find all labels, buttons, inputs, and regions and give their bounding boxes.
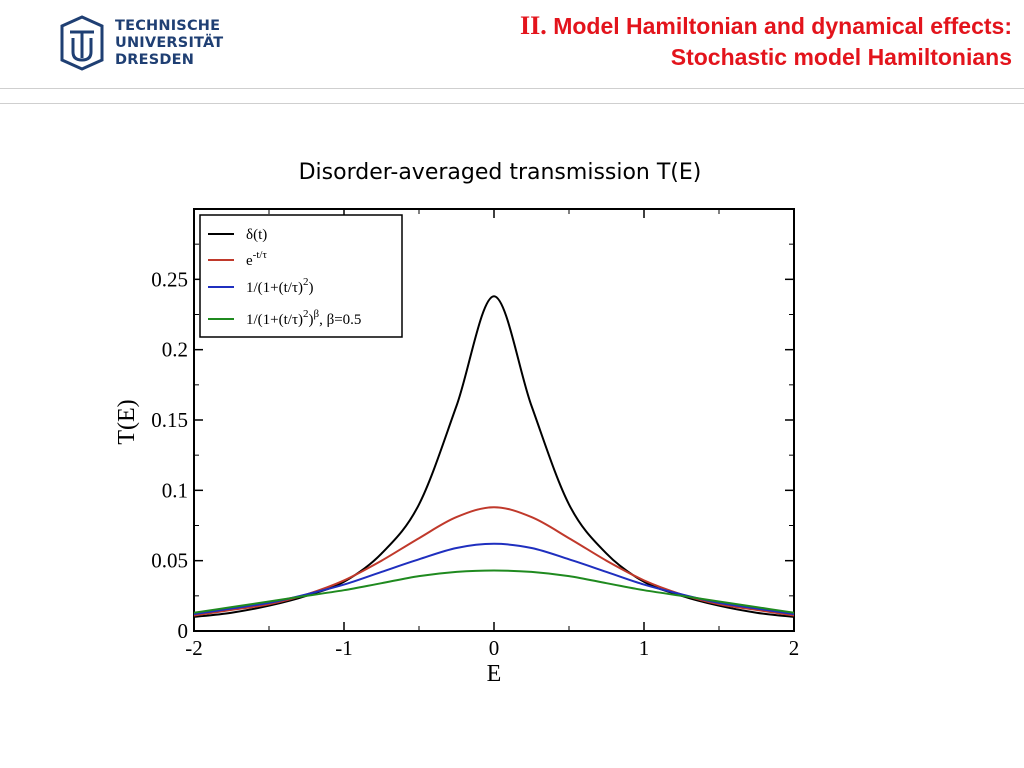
series-line-3: [193, 542, 795, 616]
figure-caption: Disorder-averaged transmission T(E): [298, 160, 702, 185]
legend-label-4: 1/(1+(t/τ)2)β, β=0.5: [246, 308, 361, 328]
slide-title: II. Model Hamiltonian and dynamical effe…: [520, 10, 1012, 73]
logo-line-2: UNIVERSITÄT: [115, 34, 224, 51]
legend-box: [199, 214, 403, 338]
tu-dresden-logo: TECHNISCHE UNIVERSITÄT DRESDEN: [57, 14, 223, 72]
y-tick-label: 0: [178, 619, 189, 643]
logo-line-3: DRESDEN: [115, 51, 195, 68]
legend-label-3: 1/(1+(t/τ)2): [246, 276, 313, 296]
logo-line-1: TECHNISCHE: [115, 17, 221, 34]
title-line-2: Stochastic model Hamiltonians: [670, 44, 1012, 70]
university-emblem-icon: [60, 15, 104, 71]
y-tick-label: 0.15: [151, 408, 188, 432]
series-line-4: [193, 569, 795, 614]
y-axis-label: T(E): [114, 399, 140, 444]
y-tick-label: 0.05: [151, 549, 188, 573]
x-tick-label: 0: [489, 636, 500, 660]
x-tick-label: 2: [789, 636, 800, 660]
x-tick-label: 1: [639, 636, 650, 660]
x-tick-label: -1: [335, 636, 353, 660]
section-number: II.: [520, 11, 547, 40]
y-tick-label: 0.2: [162, 338, 188, 362]
logo-wordmark: TECHNISCHE UNIVERSITÄT DRESDEN: [115, 18, 223, 69]
y-tick-label: 0.25: [151, 267, 188, 291]
legend-label-2: e-t/τ: [246, 249, 267, 269]
x-tick-label: -2: [185, 636, 203, 660]
x-axis-label: E: [487, 661, 502, 687]
series-line-1: [193, 295, 795, 618]
y-tick-label: 0.1: [162, 478, 188, 502]
header-divider: [0, 88, 1024, 89]
header-divider-secondary: [0, 103, 1024, 104]
title-line-1: Model Hamiltonian and dynamical effects:: [553, 13, 1012, 39]
legend-label-1: δ(t): [246, 227, 267, 243]
